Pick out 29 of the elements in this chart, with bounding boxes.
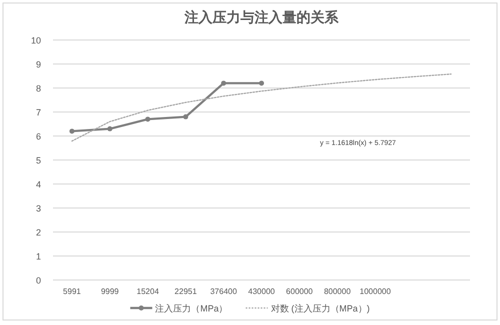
y-tick-label: 4 bbox=[36, 180, 41, 190]
legend-label: 注入压力（MPa） bbox=[155, 304, 228, 314]
x-tick-label: 5991 bbox=[63, 287, 82, 296]
y-tick-label: 3 bbox=[36, 204, 41, 214]
y-tick-label: 9 bbox=[36, 60, 41, 70]
point bbox=[183, 114, 188, 120]
y-tick-label: 5 bbox=[36, 156, 41, 166]
x-tick-label: 430000 bbox=[248, 287, 276, 296]
legend-label: 对数 (注入压力（MPa）) bbox=[270, 304, 370, 314]
y-tick-label: 8 bbox=[36, 84, 41, 94]
y-tick-label: 0 bbox=[36, 276, 41, 286]
x-tick-label: 800000 bbox=[324, 287, 352, 296]
y-tick-label: 1 bbox=[36, 252, 41, 262]
y-tick-label: 7 bbox=[36, 108, 41, 118]
x-tick-label: 376400 bbox=[210, 287, 238, 296]
x-tick-label: 15204 bbox=[136, 287, 160, 296]
x-tick-label: 1000000 bbox=[360, 287, 392, 296]
chart-title: 注入压力与注入量的关系 bbox=[184, 9, 340, 26]
x-tick-label: 600000 bbox=[286, 287, 314, 296]
point bbox=[259, 80, 264, 86]
y-tick-label: 10 bbox=[30, 36, 41, 46]
point bbox=[69, 128, 74, 134]
x-tick-label: 22951 bbox=[174, 287, 198, 296]
point bbox=[221, 80, 226, 86]
y-tick-label: 6 bbox=[36, 132, 41, 142]
y-tick-label: 2 bbox=[36, 228, 41, 238]
point bbox=[107, 126, 112, 132]
point bbox=[145, 116, 150, 122]
x-tick-label: 9999 bbox=[100, 287, 120, 296]
